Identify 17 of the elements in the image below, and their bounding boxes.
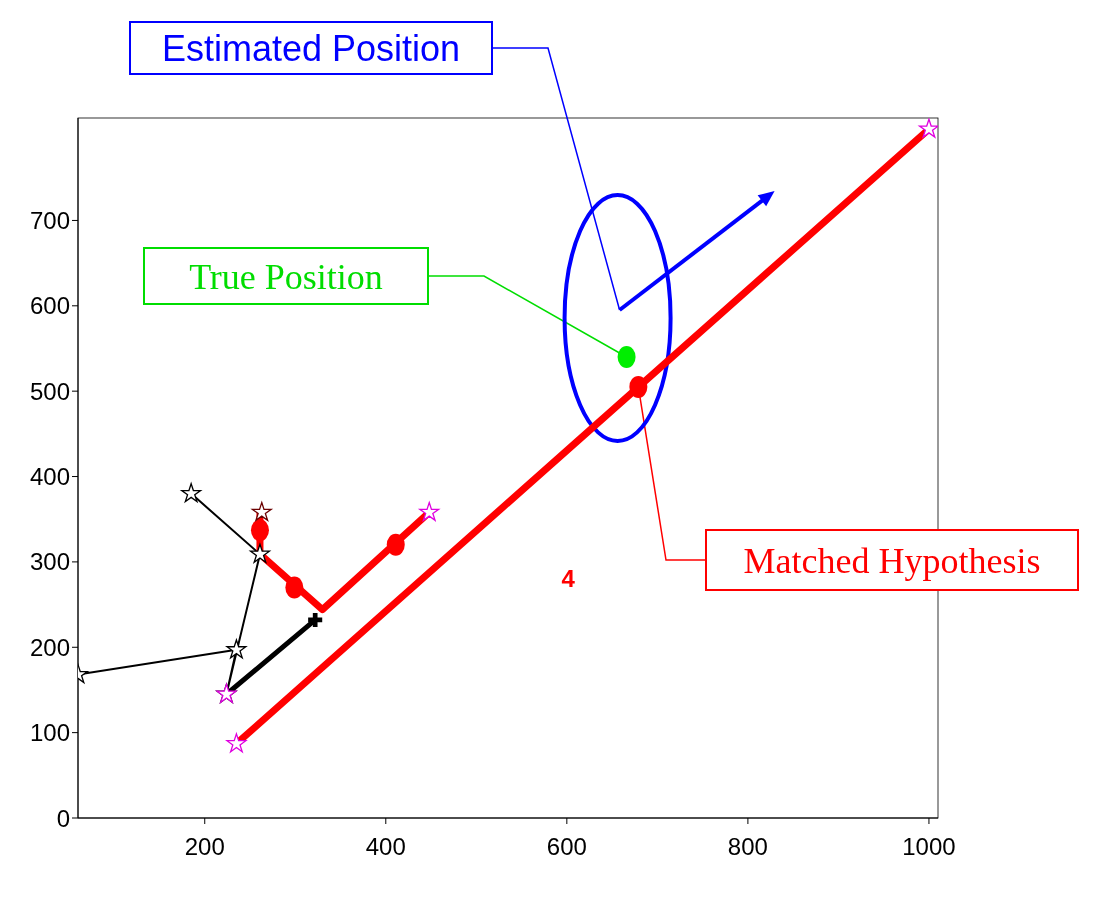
x-tick-label: 600 (546, 833, 587, 861)
x-tick-label: 800 (727, 833, 768, 861)
y-tick-label: 400 (29, 463, 70, 491)
x-tick-label: 1000 (902, 833, 956, 861)
y-tick-label: 500 (29, 377, 70, 405)
y-tick-label: 200 (29, 633, 70, 661)
annotation: Matched Hypothesis (743, 541, 1041, 581)
annotation: True Position (189, 257, 383, 297)
y-tick-label: 700 (29, 206, 70, 234)
y-tick-label: 600 (29, 292, 70, 320)
y-tick-label: 300 (29, 548, 70, 576)
text: Estimated Position (161, 28, 461, 69)
annotation: 4 (561, 565, 576, 592)
y-tick-label: 0 (56, 804, 70, 832)
x-tick-label: 200 (184, 833, 225, 861)
x-tick-label: 400 (365, 833, 406, 861)
y-tick-label: 100 (29, 719, 70, 747)
